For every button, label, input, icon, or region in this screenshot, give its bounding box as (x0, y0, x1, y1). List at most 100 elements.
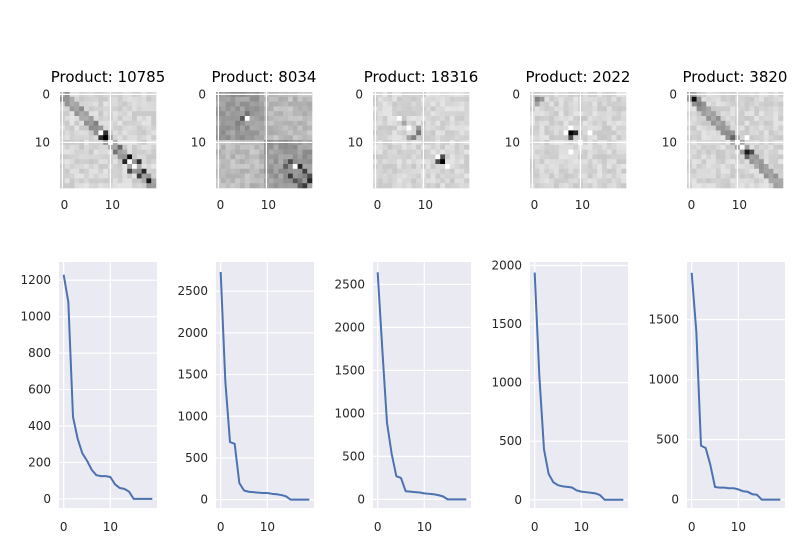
heatmap-cell (122, 135, 128, 141)
heatmap-cell (397, 154, 403, 160)
heatmap-cell (98, 135, 104, 141)
heatmap-cell (307, 120, 313, 126)
heatmap-cell (397, 173, 403, 179)
heatmap-cell (74, 159, 80, 165)
heatmap-cell (449, 173, 455, 179)
heatmap-cell (425, 116, 431, 122)
heatmap-cell (454, 135, 460, 141)
heatmap-cell (292, 130, 298, 136)
heatmap-cell (377, 111, 383, 117)
heatmap-cell (244, 178, 250, 184)
heatmap-cell (93, 111, 99, 117)
heatmap-cell (141, 125, 147, 131)
heatmap-cell (377, 149, 383, 155)
heatmap-cell (141, 178, 147, 184)
heatmap-cell (544, 159, 550, 165)
heatmap-cell (132, 173, 138, 179)
heatmap-cell (730, 120, 736, 126)
heatmap-cell (74, 154, 80, 160)
heatmap-cell (445, 135, 451, 141)
heatmap-cell (307, 154, 313, 160)
heatmap-cell (759, 164, 765, 170)
heatmap-cell (288, 149, 294, 155)
heatmap-cell (711, 173, 717, 179)
heatmap-cell (725, 154, 731, 160)
heatmap-cell (544, 183, 550, 189)
heatmap-cell (273, 178, 279, 184)
heatmap-cell (377, 168, 383, 174)
heatmap-cell (401, 111, 407, 117)
heatmap-cell (573, 96, 579, 102)
heatmap-cell (136, 130, 142, 136)
heatmap-cell (136, 106, 142, 112)
heatmap-cell (84, 130, 90, 136)
heatmap-cell (416, 154, 422, 160)
heatmap-cell (425, 154, 431, 160)
heatmap-cell (602, 154, 608, 160)
heatmap-cell (606, 101, 612, 107)
heatmap-cell (151, 106, 157, 112)
heatmap-cell (759, 135, 765, 141)
heatmap-cell (549, 106, 555, 112)
heatmap-cell (64, 159, 70, 165)
heatmap-cell (587, 144, 593, 150)
heatmap-cell (720, 116, 726, 122)
heatmap-cell (411, 164, 417, 170)
heatmap-cell (103, 173, 109, 179)
heatmap-cell (701, 111, 707, 117)
heatmap-cell (454, 164, 460, 170)
heatmap-cell (763, 125, 769, 131)
heatmap-cell (297, 120, 303, 126)
heatmap-cell (268, 101, 274, 107)
heatmap-cell (88, 135, 94, 141)
heatmap-cell (539, 111, 545, 117)
heatmap-cell (382, 149, 388, 155)
heatmap-cell (93, 116, 99, 122)
heatmap-cell (554, 120, 560, 126)
heatmap-cell (244, 168, 250, 174)
heatmap-cell (377, 125, 383, 131)
heatmap-cell (122, 125, 128, 131)
heatmap-cell (454, 144, 460, 150)
heatmap-cell (621, 164, 627, 170)
heatmap-cell (568, 106, 574, 112)
y-tick-label: 500 (185, 451, 208, 465)
heatmap-cell (773, 159, 779, 165)
heatmap-cell (425, 106, 431, 112)
heatmap-cell (93, 130, 99, 136)
heatmap-cell (268, 106, 274, 112)
heatmap-cell (132, 144, 138, 150)
heatmap-cell (778, 144, 784, 150)
heatmap-cell (730, 168, 736, 174)
heatmap-cell (754, 120, 760, 126)
heatmap-cell (297, 183, 303, 189)
heatmap-cell (127, 159, 133, 165)
heatmap-cell (573, 178, 579, 184)
heatmap-cell (720, 144, 726, 150)
heatmap-cell (754, 101, 760, 107)
heatmap-cell (544, 96, 550, 102)
heatmap-cell (151, 173, 157, 179)
heatmap-cell (445, 130, 451, 136)
heatmap-cell (459, 101, 465, 107)
heatmap-cell (720, 173, 726, 179)
heatmap-cell (539, 154, 545, 160)
heatmap-cell (146, 96, 152, 102)
heatmap-cell (606, 130, 612, 136)
heatmap-cell (558, 111, 564, 117)
heatmap-cell (292, 96, 298, 102)
heatmap-cell (122, 178, 128, 184)
heatmap-cell (278, 135, 284, 141)
heatmap-cell (459, 149, 465, 155)
heatmap-cell (720, 125, 726, 131)
heatmap-cell (103, 111, 109, 117)
heatmap-cell (539, 168, 545, 174)
heatmap-cell (225, 183, 231, 189)
heatmap-cell (377, 173, 383, 179)
heatmap-cell (563, 116, 569, 122)
heatmap-cell (254, 173, 260, 179)
heatmap-cell (606, 173, 612, 179)
heatmap-cell (701, 135, 707, 141)
heatmap-cell (93, 183, 99, 189)
heatmap-cell (122, 164, 128, 170)
